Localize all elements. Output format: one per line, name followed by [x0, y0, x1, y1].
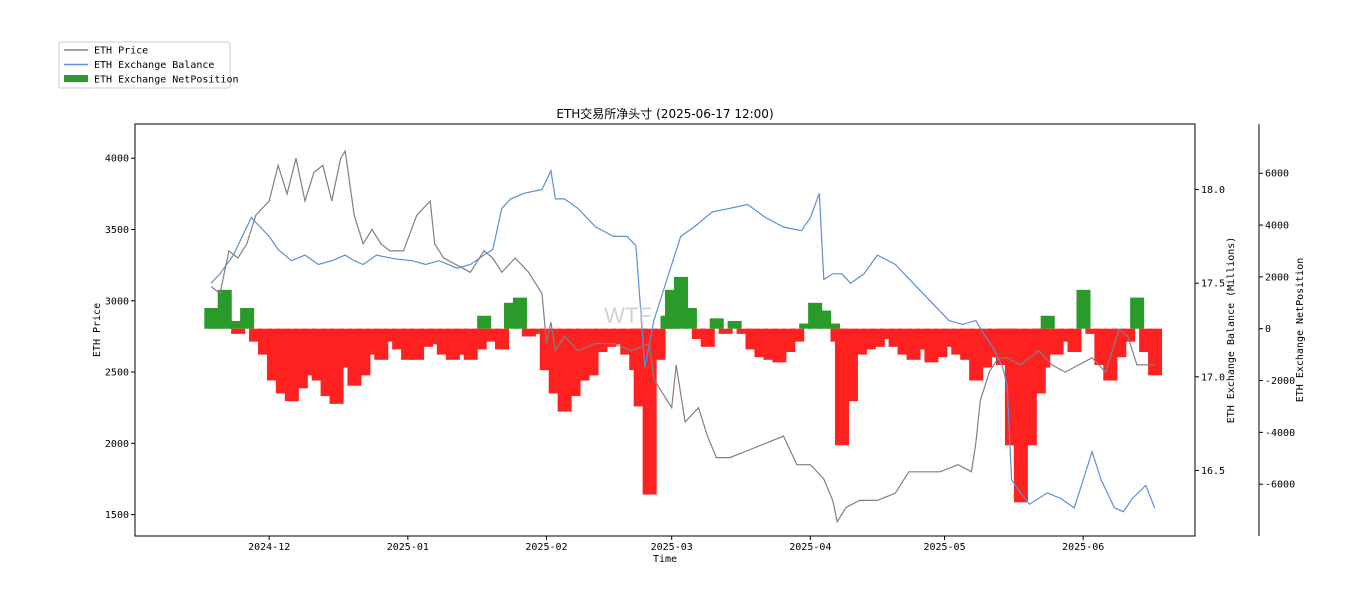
netposition-bar [495, 328, 510, 350]
netposition-bar [1040, 315, 1055, 329]
netposition-bar [512, 297, 527, 329]
balance-tick-label: 17.5 [1201, 279, 1225, 290]
chart-title: ETH交易所净头寸 (2025-06-17 12:00) [556, 106, 773, 121]
price-tick-label: 3000 [105, 296, 129, 307]
netposition-bar [217, 289, 232, 329]
series-line-eth-exchange-balance [210, 168, 1156, 513]
x-tick-label: 2025-05 [923, 542, 965, 553]
netposition-bar [718, 328, 733, 334]
x-tick-label: 2025-06 [1062, 542, 1104, 553]
x-tick-label: 2025-01 [387, 542, 429, 553]
netposition-bar [709, 318, 724, 329]
price-tick-label: 4000 [105, 154, 129, 165]
price-tick-label: 2000 [105, 439, 129, 450]
netposition-bar [700, 328, 715, 347]
balance-axis-label: ETH Exchange Balance (Millions) [1226, 237, 1237, 424]
netposition-bar [1085, 328, 1100, 334]
netposition-tick-label: 2000 [1265, 272, 1289, 283]
x-tick-label: 2024-12 [248, 542, 290, 553]
netposition-tick-label: 4000 [1265, 221, 1289, 232]
netposition-bar [799, 323, 814, 329]
netposition-tick-label: -4000 [1265, 428, 1295, 439]
legend-label-eth-price: ETH Price [94, 46, 148, 57]
netposition-bar [231, 328, 246, 334]
netposition-bar [682, 307, 697, 329]
netposition-bar [1076, 289, 1091, 329]
netposition-bar [790, 328, 805, 342]
x-tick-label: 2025-03 [651, 542, 693, 553]
netposition-bar [204, 307, 219, 329]
price-tick-label: 2500 [105, 368, 129, 379]
netposition-bar [826, 323, 841, 329]
x-tick-label: 2025-02 [525, 542, 567, 553]
netposition-bar [879, 328, 894, 340]
netposition-bar [240, 307, 255, 329]
netposition-axis: -6000 -4000 -2000 0 2000 4000 6000 [1259, 169, 1295, 491]
netposition-bar [472, 328, 487, 350]
legend: ETH Price ETH Exchange Balance ETH Excha… [58, 41, 239, 89]
x-tick-label: 2025-04 [789, 542, 831, 553]
netposition-tick-label: -6000 [1265, 480, 1295, 491]
netposition-tick-label: -2000 [1265, 376, 1295, 387]
netposition-bar [530, 328, 545, 334]
netposition-bar [691, 328, 706, 340]
netposition-bar [521, 328, 536, 337]
price-axis-label: ETH Price [92, 303, 103, 357]
netposition-tick-label: 6000 [1265, 169, 1289, 180]
netposition-axis-label: ETH Exchange NetPosition [1295, 258, 1306, 403]
netposition-tick-label: 0 [1265, 324, 1271, 335]
netposition-bar [1121, 328, 1136, 342]
netposition-bar [1067, 328, 1082, 353]
netposition-bar [1130, 297, 1145, 329]
netposition-bar [226, 320, 241, 329]
balance-axis: 16.5 17.0 17.5 18.0 [1195, 185, 1225, 477]
netposition-bar [477, 315, 492, 329]
netposition-bar [1036, 328, 1051, 368]
balance-tick-label: 17.0 [1201, 372, 1225, 383]
netposition-bar [727, 320, 742, 329]
price-tick-label: 3500 [105, 225, 129, 236]
netposition-bar [1148, 328, 1163, 376]
balance-tick-label: 18.0 [1201, 185, 1225, 196]
legend-frame [58, 41, 231, 89]
legend-swatch-eth-exchange-netposition [64, 75, 88, 82]
price-axis: 1500 2000 2500 3000 3500 4000 [105, 154, 135, 521]
legend-label-eth-exchange-balance: ETH Exchange Balance [94, 60, 214, 71]
watermark: WTF [604, 303, 652, 328]
series-line-eth-price [210, 149, 1155, 524]
netposition-bar [651, 328, 666, 360]
netposition-bar [208, 323, 223, 329]
netposition-bar [736, 328, 751, 334]
x-axis: 2024-12 2025-01 2025-02 2025-03 2025-04 2025-… [248, 536, 1104, 553]
x-axis-label: Time [653, 554, 677, 565]
price-tick-label: 1500 [105, 510, 129, 521]
balance-tick-label: 16.5 [1201, 466, 1225, 477]
legend-label-eth-exchange-netposition: ETH Exchange NetPosition [94, 75, 239, 86]
